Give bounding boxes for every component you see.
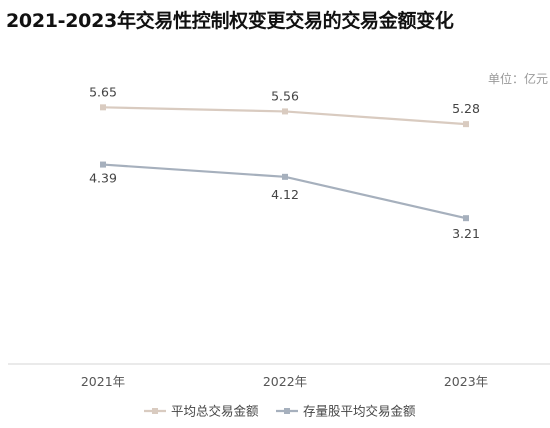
data-point (282, 108, 288, 115)
legend-marker (152, 408, 158, 414)
legend-label: 存量股平均交易金额 (303, 404, 416, 419)
series-layer: 5.65 5.56 5.28 4.39 4.12 3.21 (89, 84, 480, 241)
data-label: 5.65 (89, 84, 117, 99)
data-label: 4.12 (271, 187, 299, 202)
data-label: 5.56 (271, 88, 299, 103)
series-1: 5.65 5.56 5.28 (89, 84, 480, 128)
legend-item-1: 平均总交易金额 (144, 404, 259, 419)
data-label: 3.21 (452, 226, 480, 241)
data-point (282, 173, 288, 180)
x-tick-label: 2023年 (444, 374, 488, 389)
data-label: 5.28 (452, 101, 480, 116)
legend-label: 平均总交易金额 (171, 404, 259, 419)
legend-marker (284, 408, 290, 414)
data-point (100, 161, 106, 168)
series-2: 4.39 4.12 3.21 (89, 161, 480, 241)
data-point (100, 104, 106, 111)
chart-title: 2021-2023年交易性控制权变更交易的交易金额变化 (6, 10, 454, 32)
data-point (463, 121, 469, 128)
data-point (463, 215, 469, 222)
x-tick-label: 2022年 (263, 374, 307, 389)
unit-label: 单位：亿元 (488, 71, 548, 86)
x-tick-label: 2021年 (81, 374, 125, 389)
legend-item-2: 存量股平均交易金额 (276, 404, 416, 419)
data-label: 4.39 (89, 171, 117, 186)
legend: 平均总交易金额 存量股平均交易金额 (144, 404, 416, 419)
x-tick-labels: 2021年 2022年 2023年 (81, 374, 488, 389)
